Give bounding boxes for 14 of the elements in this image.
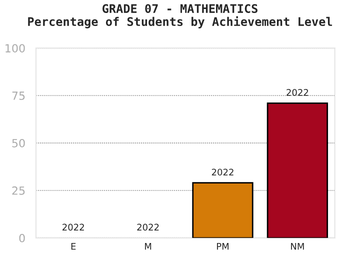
x-tick-label: NM (291, 243, 304, 250)
y-tick-label: 0 (19, 234, 25, 242)
y-tick-label: 50 (12, 138, 25, 148)
x-tick-label: E (71, 243, 76, 250)
annotation: 2022 (212, 168, 234, 176)
annotation: 2022 (286, 89, 308, 96)
chart-title: GRADE 07 - MATHEMATICS Percentage of Students by Achievement Level (28, 4, 332, 28)
x-tick-label: M (145, 243, 152, 250)
x-tick-label: PM (217, 243, 228, 250)
annotation: 2022 (62, 224, 84, 231)
annotation: 2022 (137, 224, 159, 231)
y-tick-label: 25 (12, 186, 25, 195)
y-tick-label: 100 (6, 44, 25, 52)
y-tick-label: 75 (12, 92, 25, 100)
